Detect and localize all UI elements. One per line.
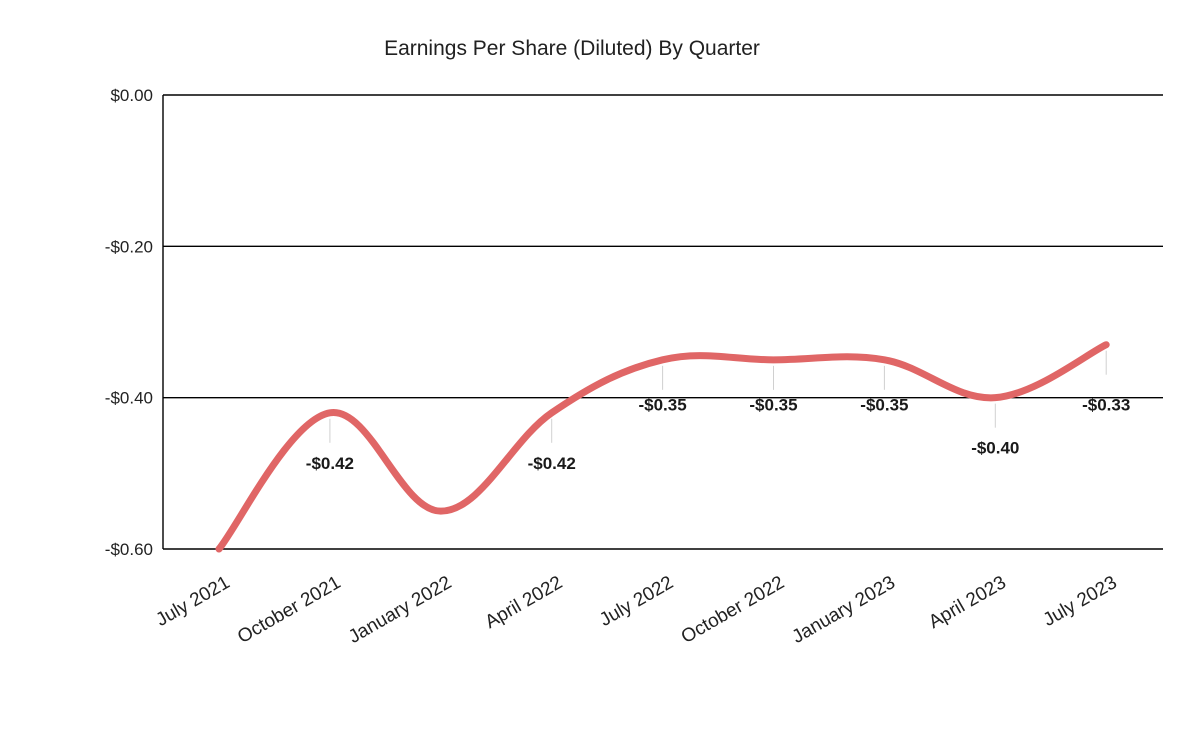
series-line [215,341,1110,553]
chart-title: Earnings Per Share (Diluted) By Quarter [384,37,760,60]
x-tick-label: October 2021 [234,572,344,648]
data-labels: -$0.42 -$0.42 -$0.35 -$0.35 -$0.35 -$0.40 -$0.… [306,396,1131,473]
x-tick-label: April 2023 [925,572,1010,633]
x-tick-label: July 2023 [1040,572,1121,631]
x-axis-tick-labels: July 2021 October 2021 January 2022 April 2… [153,572,1121,648]
y-tick-label: -$0.40 [105,389,153,408]
data-label: -$0.40 [971,439,1019,458]
x-tick-label: January 2023 [789,572,899,648]
data-label: -$0.35 [860,396,908,415]
y-axis-tick-labels: $0.00 -$0.20 -$0.40 -$0.60 [105,86,153,559]
data-label: -$0.33 [1082,396,1130,415]
y-tick-label: $0.00 [110,86,153,105]
y-tick-label: -$0.60 [105,540,153,559]
data-label: -$0.35 [638,396,686,415]
series-layer [215,341,1110,553]
y-tick-label: -$0.20 [105,237,153,256]
x-tick-label: July 2021 [153,572,234,631]
data-label: -$0.42 [528,454,576,473]
x-tick-label: January 2022 [345,572,455,648]
data-label: -$0.42 [306,454,354,473]
data-label-leaders [329,350,1107,443]
gridlines [162,94,1163,550]
x-tick-label: October 2022 [678,572,788,648]
x-tick-label: April 2022 [482,572,567,633]
data-label: -$0.35 [749,396,797,415]
x-tick-label: July 2022 [596,572,677,631]
